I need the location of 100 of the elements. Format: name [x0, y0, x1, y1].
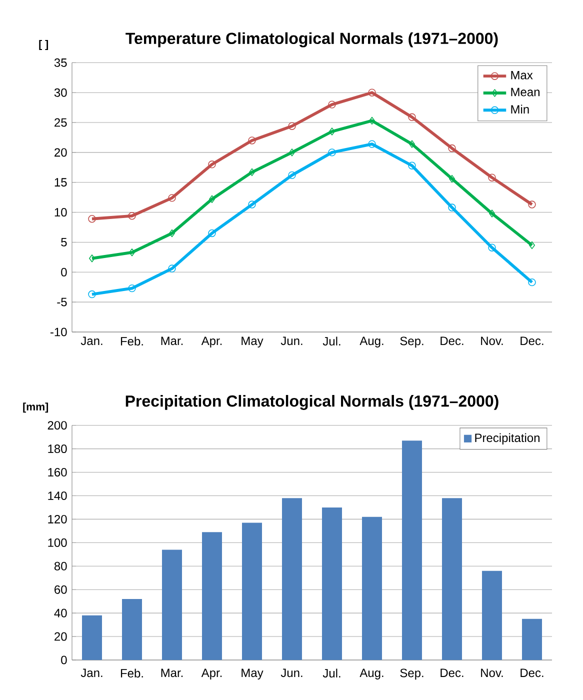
bar	[522, 618, 542, 660]
y-tick-label: 25	[54, 118, 67, 127]
point	[328, 148, 336, 156]
x-tick-label: Jun.	[281, 668, 302, 678]
point	[168, 194, 176, 202]
point	[248, 200, 256, 208]
chart-title: Temperature Climatological Normals (1971–2000)	[126, 32, 498, 48]
x-tick-label: Jul.	[323, 336, 340, 346]
point	[208, 229, 216, 238]
x-tick-label: Jan.	[81, 336, 102, 346]
point	[329, 128, 336, 136]
bar	[322, 507, 342, 660]
y-tick-label: 35	[54, 58, 67, 67]
point	[368, 140, 376, 148]
point	[368, 88, 376, 96]
bar	[242, 522, 262, 660]
x-tick-label: Dec.	[440, 336, 464, 346]
bar	[402, 440, 422, 660]
y-axis-title: [mm]	[23, 402, 48, 413]
point	[128, 212, 136, 220]
x-tick-label: Dec.	[520, 668, 544, 678]
x-tick-label: Sep.	[400, 668, 424, 680]
x-tick-label: Mar.	[161, 336, 183, 346]
y-tick-label: -5	[57, 298, 67, 306]
bar	[282, 498, 302, 660]
point	[408, 162, 416, 170]
x-tick-label: May	[242, 668, 264, 680]
y-tick-label: 180	[48, 444, 67, 454]
x-tick-label: Aug.	[360, 336, 384, 348]
chart-title: Precipitation Climatological Normals (1971–2000)	[126, 394, 499, 410]
point	[88, 290, 96, 298]
bar	[202, 532, 222, 660]
point	[169, 229, 176, 238]
y-tick-label: 100	[48, 538, 67, 547]
point	[328, 100, 336, 108]
y-tick-label: 120	[48, 514, 67, 524]
y-tick-label: 60	[54, 585, 67, 594]
y-tick-label: 80	[54, 562, 67, 570]
x-tick-label: Aug.	[360, 668, 384, 680]
point	[288, 122, 296, 130]
point	[489, 210, 496, 218]
point	[248, 136, 256, 144]
legend-label: Min	[511, 104, 529, 114]
legend-label: Mean	[511, 88, 540, 96]
x-tick-label: Jun.	[281, 336, 302, 346]
point	[288, 171, 296, 180]
y-tick-label: -10	[50, 328, 67, 336]
y-tick-label: 10	[55, 208, 67, 217]
y-tick-label: 30	[54, 88, 67, 97]
x-tick-label: Nov.	[481, 336, 503, 346]
point	[528, 200, 536, 208]
point	[488, 174, 496, 182]
y-tick-label: 5	[61, 238, 67, 246]
y-tick-label: 20	[54, 632, 67, 641]
point	[89, 254, 96, 262]
point	[448, 144, 456, 152]
x-tick-label: Nov.	[481, 668, 503, 678]
x-tick-label: May	[242, 336, 264, 348]
point	[529, 241, 536, 250]
point	[88, 215, 96, 223]
bar	[122, 598, 142, 660]
y-tick-label: 15	[55, 178, 67, 187]
bar	[362, 516, 382, 660]
point	[208, 160, 216, 168]
legend-label: Max	[511, 70, 533, 80]
x-tick-label: Jul.	[323, 668, 340, 678]
y-tick-label: 0	[61, 268, 67, 276]
y-tick-label: 40	[54, 608, 67, 618]
y-tick-label: 160	[48, 468, 67, 477]
x-tick-label: Dec.	[440, 668, 464, 678]
point	[488, 244, 496, 252]
y-tick-label: 200	[48, 421, 67, 430]
point	[409, 140, 416, 148]
point	[448, 204, 456, 212]
legend-label: Precipitation	[475, 433, 540, 444]
bar	[82, 615, 102, 660]
x-tick-label: Feb.	[121, 336, 144, 346]
y-tick-label: 20	[54, 148, 67, 157]
x-tick-label: Apr.	[202, 668, 222, 680]
x-tick-label: Dec.	[520, 336, 544, 346]
point	[408, 113, 416, 121]
x-tick-label: Mar.	[161, 668, 183, 678]
point	[289, 148, 296, 156]
y-tick-label: 0	[61, 656, 67, 664]
point	[528, 278, 536, 286]
point	[249, 168, 256, 176]
y-tick-label: 140	[48, 491, 67, 500]
x-tick-label: Sep.	[400, 336, 424, 348]
x-tick-label: Feb.	[121, 668, 144, 678]
bar	[442, 498, 462, 660]
bar	[482, 570, 502, 660]
point	[168, 264, 176, 272]
point	[209, 195, 216, 203]
point	[449, 174, 456, 183]
point	[369, 116, 376, 125]
x-tick-label: Apr.	[202, 336, 222, 348]
y-axis-title: [ ]	[39, 40, 48, 50]
point	[129, 248, 136, 256]
bar	[162, 550, 182, 660]
x-tick-label: Jan.	[81, 668, 102, 678]
